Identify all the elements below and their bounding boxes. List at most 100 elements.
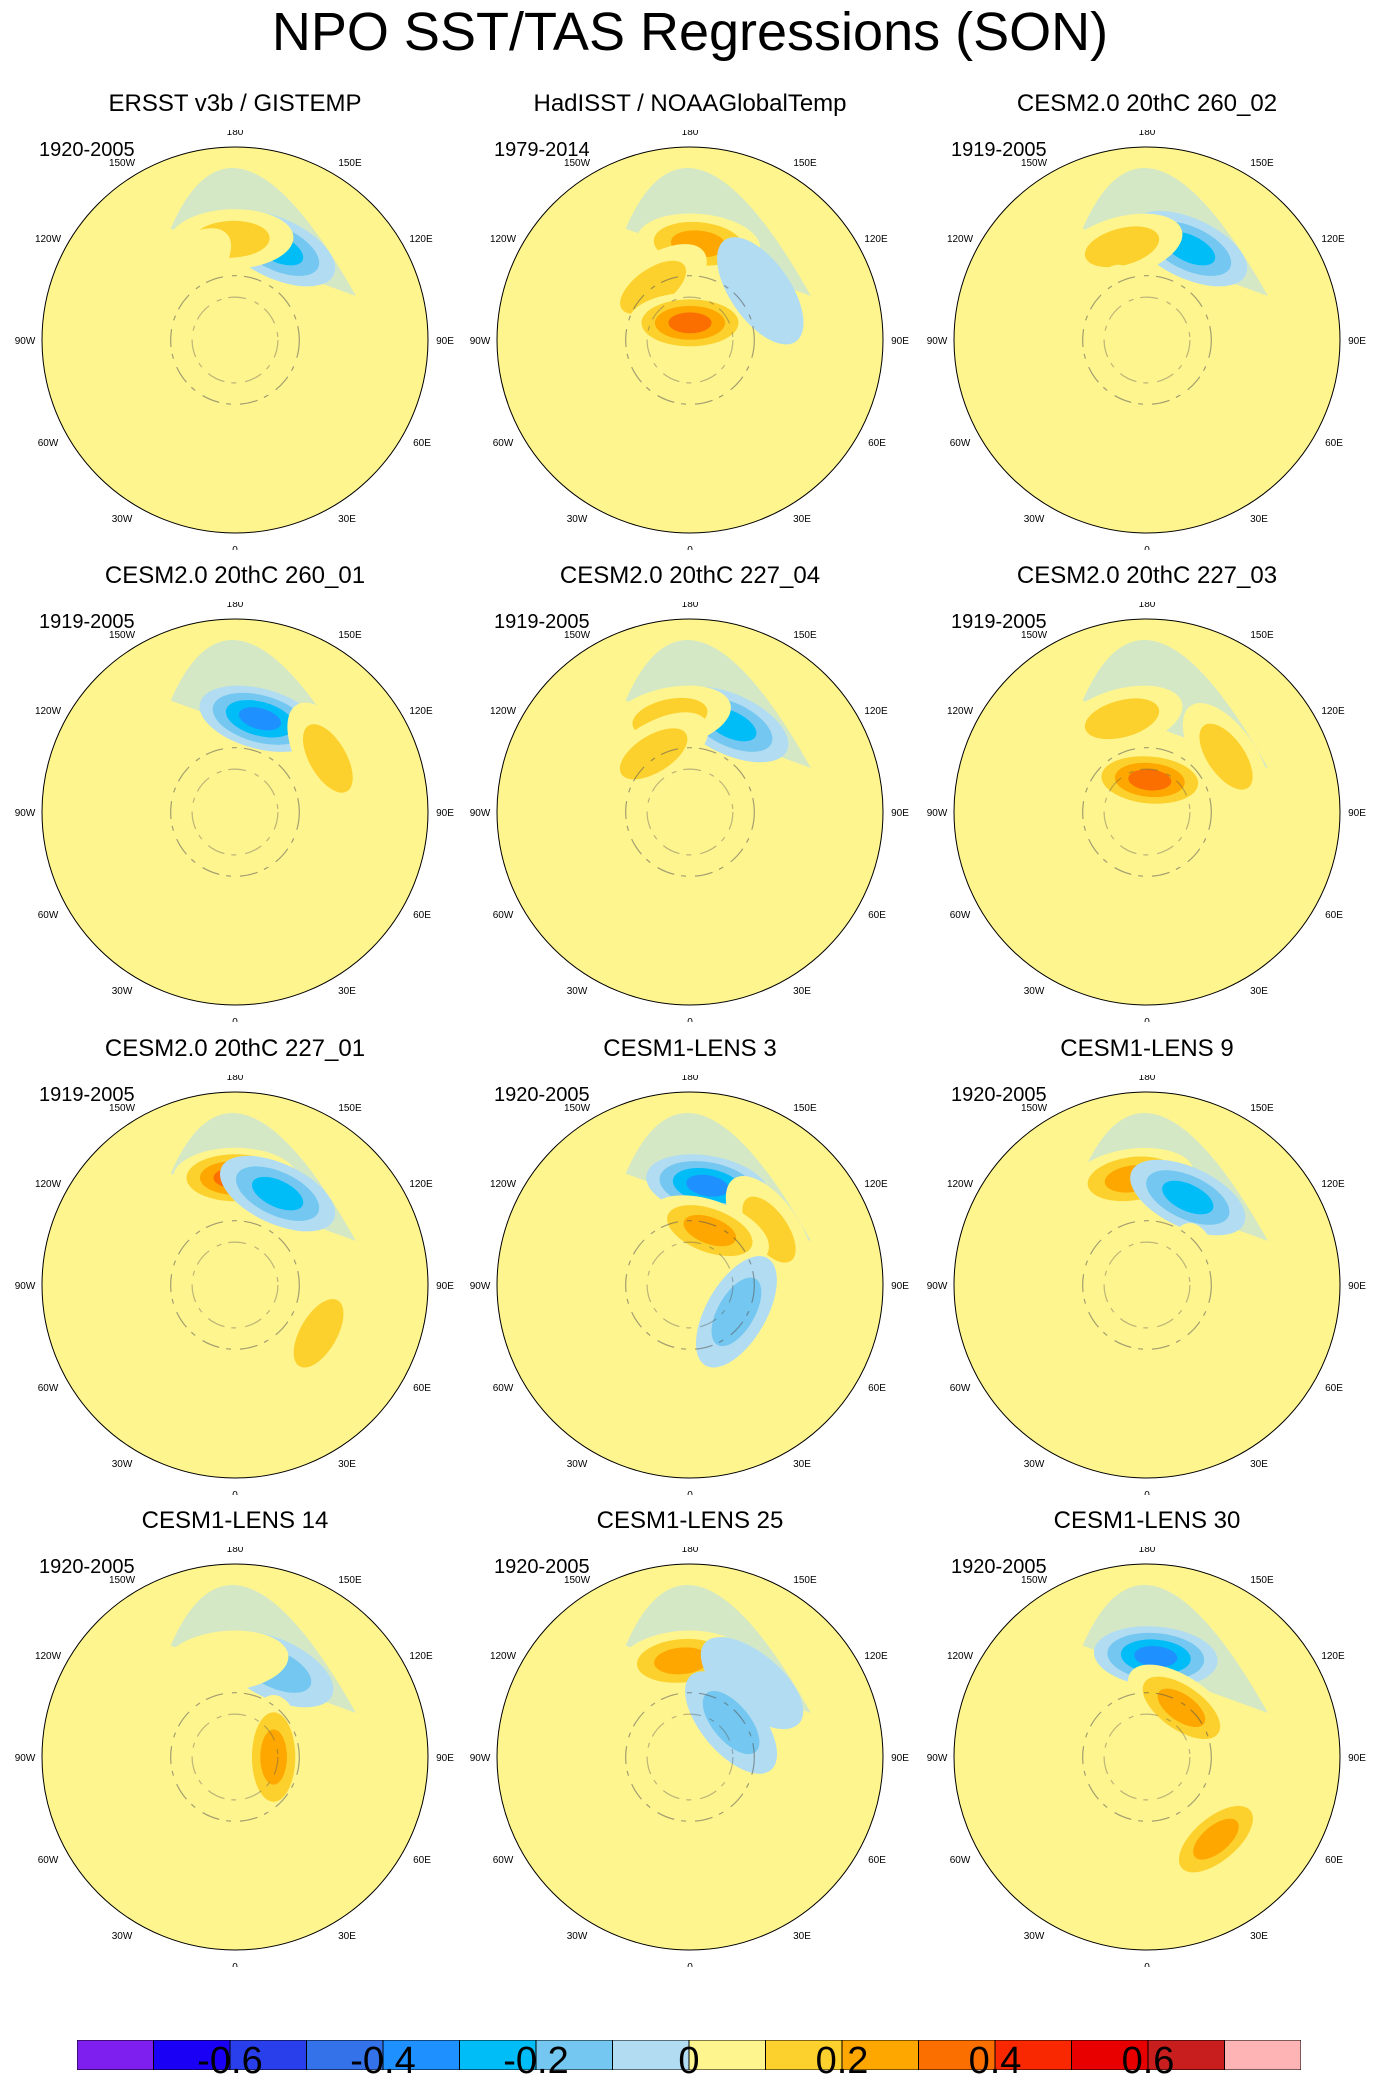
- longitude-label: 150E: [338, 1575, 362, 1586]
- longitude-label: 180: [227, 602, 244, 610]
- longitude-label: 90E: [1348, 808, 1366, 819]
- longitude-label: 150E: [338, 630, 362, 641]
- colorbar: [77, 2040, 1301, 2070]
- longitude-label: 120E: [1321, 1651, 1345, 1662]
- polar-map: 180 150E 120E 90E 60E 30E 0 30W 60W 90W 120W 150W: [15, 1547, 454, 1967]
- colorbar-tick-label: -0.6: [197, 2040, 263, 2082]
- longitude-label: 60E: [413, 910, 431, 921]
- longitude-label: 180: [1139, 130, 1156, 138]
- longitude-label: 30E: [793, 1459, 811, 1470]
- longitude-label: 30W: [567, 1459, 588, 1470]
- longitude-label: 60E: [1325, 1855, 1343, 1866]
- panel-years: 1919-2005: [494, 611, 590, 633]
- longitude-label: 150W: [564, 158, 591, 169]
- coastline: [1103, 1713, 1191, 1801]
- longitude-label: 150E: [793, 158, 817, 169]
- longitude-label: 60E: [1325, 1383, 1343, 1394]
- longitude-label: 90E: [436, 808, 454, 819]
- longitude-label: 150W: [1021, 630, 1048, 641]
- longitude-label: 90W: [15, 336, 36, 347]
- panel-title: CESM1-LENS 3: [603, 1035, 777, 1062]
- longitude-label: 30E: [338, 1459, 356, 1470]
- map-boundary: [953, 618, 1341, 1006]
- map-boundary: [41, 146, 429, 534]
- longitude-label: 30E: [793, 514, 811, 525]
- longitude-label: 30W: [567, 986, 588, 997]
- longitude-label: 60W: [38, 910, 59, 921]
- longitude-label: 180: [1139, 602, 1156, 610]
- map-background: [954, 147, 1340, 533]
- coastline: [1103, 1241, 1191, 1329]
- longitude-label: 150E: [793, 1575, 817, 1586]
- longitude-label: 0: [1144, 545, 1150, 550]
- longitude-label: 150E: [793, 1103, 817, 1114]
- longitude-label: 150W: [1021, 158, 1048, 169]
- longitude-label: 30W: [1024, 986, 1045, 997]
- longitude-label: 120E: [864, 1179, 888, 1190]
- longitude-label: 180: [682, 1075, 699, 1083]
- longitude-label: 120W: [490, 1651, 517, 1662]
- anomaly-contour: [683, 1214, 737, 1247]
- coastline: [625, 275, 755, 405]
- longitude-label: 30W: [112, 1931, 133, 1942]
- anomaly-contour: [1134, 1646, 1178, 1668]
- longitude-label: 0: [1144, 1490, 1150, 1495]
- colorbar-tick-label: 0.2: [815, 2040, 869, 2082]
- longitude-label: 180: [682, 130, 699, 138]
- longitude-label: 30W: [1024, 1931, 1045, 1942]
- coastline: [1103, 296, 1191, 384]
- longitude-label: 60W: [493, 910, 514, 921]
- longitude-label: 150E: [1250, 630, 1274, 641]
- longitude-label: 150W: [109, 1103, 136, 1114]
- longitude-label: 60W: [38, 1855, 59, 1866]
- coastline: [170, 275, 300, 405]
- map-boundary: [41, 1091, 429, 1479]
- longitude-label: 0: [1144, 1017, 1150, 1022]
- longitude-label: 90W: [927, 1281, 948, 1292]
- anomaly-contour: [686, 1174, 729, 1197]
- longitude-label: 60E: [1325, 910, 1343, 921]
- anomaly-contour: [1162, 1180, 1214, 1215]
- longitude-label: 60W: [950, 910, 971, 921]
- longitude-label: 30W: [567, 1931, 588, 1942]
- coastline: [191, 1713, 279, 1801]
- longitude-label: 180: [682, 1547, 699, 1555]
- longitude-label: 180: [227, 1547, 244, 1555]
- longitude-label: 90E: [436, 1753, 454, 1764]
- longitude-label: 30W: [112, 986, 133, 997]
- panel-years: 1920-2005: [39, 139, 135, 161]
- longitude-label: 180: [1139, 1547, 1156, 1555]
- map-boundary: [953, 1091, 1341, 1479]
- longitude-label: 180: [682, 602, 699, 610]
- longitude-label: 60E: [1325, 438, 1343, 449]
- coastline: [625, 1692, 755, 1822]
- longitude-label: 90W: [470, 1753, 491, 1764]
- longitude-label: 60E: [413, 438, 431, 449]
- longitude-label: 120E: [1321, 234, 1345, 245]
- longitude-label: 30E: [1250, 1459, 1268, 1470]
- anomaly-contour: [1084, 226, 1160, 268]
- coastline: [170, 1692, 300, 1822]
- map-background: [42, 147, 428, 533]
- anomaly-contour: [293, 1298, 344, 1368]
- polar-map: 180 150E 120E 90E 60E 30E 0 30W 60W 90W 120W 150W: [927, 602, 1366, 1022]
- anomaly-contour: [668, 312, 712, 334]
- longitude-label: 60W: [38, 438, 59, 449]
- longitude-label: 90E: [436, 1281, 454, 1292]
- longitude-label: 180: [227, 1075, 244, 1083]
- longitude-label: 120E: [409, 706, 433, 717]
- longitude-label: 120E: [864, 234, 888, 245]
- anomaly-contour: [245, 758, 309, 881]
- coastline: [646, 296, 734, 384]
- longitude-label: 60W: [493, 1383, 514, 1394]
- anomaly-contour: [702, 1690, 760, 1755]
- colorbar-swatch: [153, 2040, 231, 2070]
- map-boundary: [953, 146, 1341, 534]
- longitude-label: 0: [232, 1490, 238, 1495]
- longitude-label: 0: [232, 545, 238, 550]
- colorbar-tick-label: 0: [678, 2040, 700, 2082]
- longitude-label: 0: [232, 1017, 238, 1022]
- longitude-label: 150E: [338, 158, 362, 169]
- longitude-label: 120W: [947, 706, 974, 717]
- colorbar-swatch: [612, 2040, 690, 2070]
